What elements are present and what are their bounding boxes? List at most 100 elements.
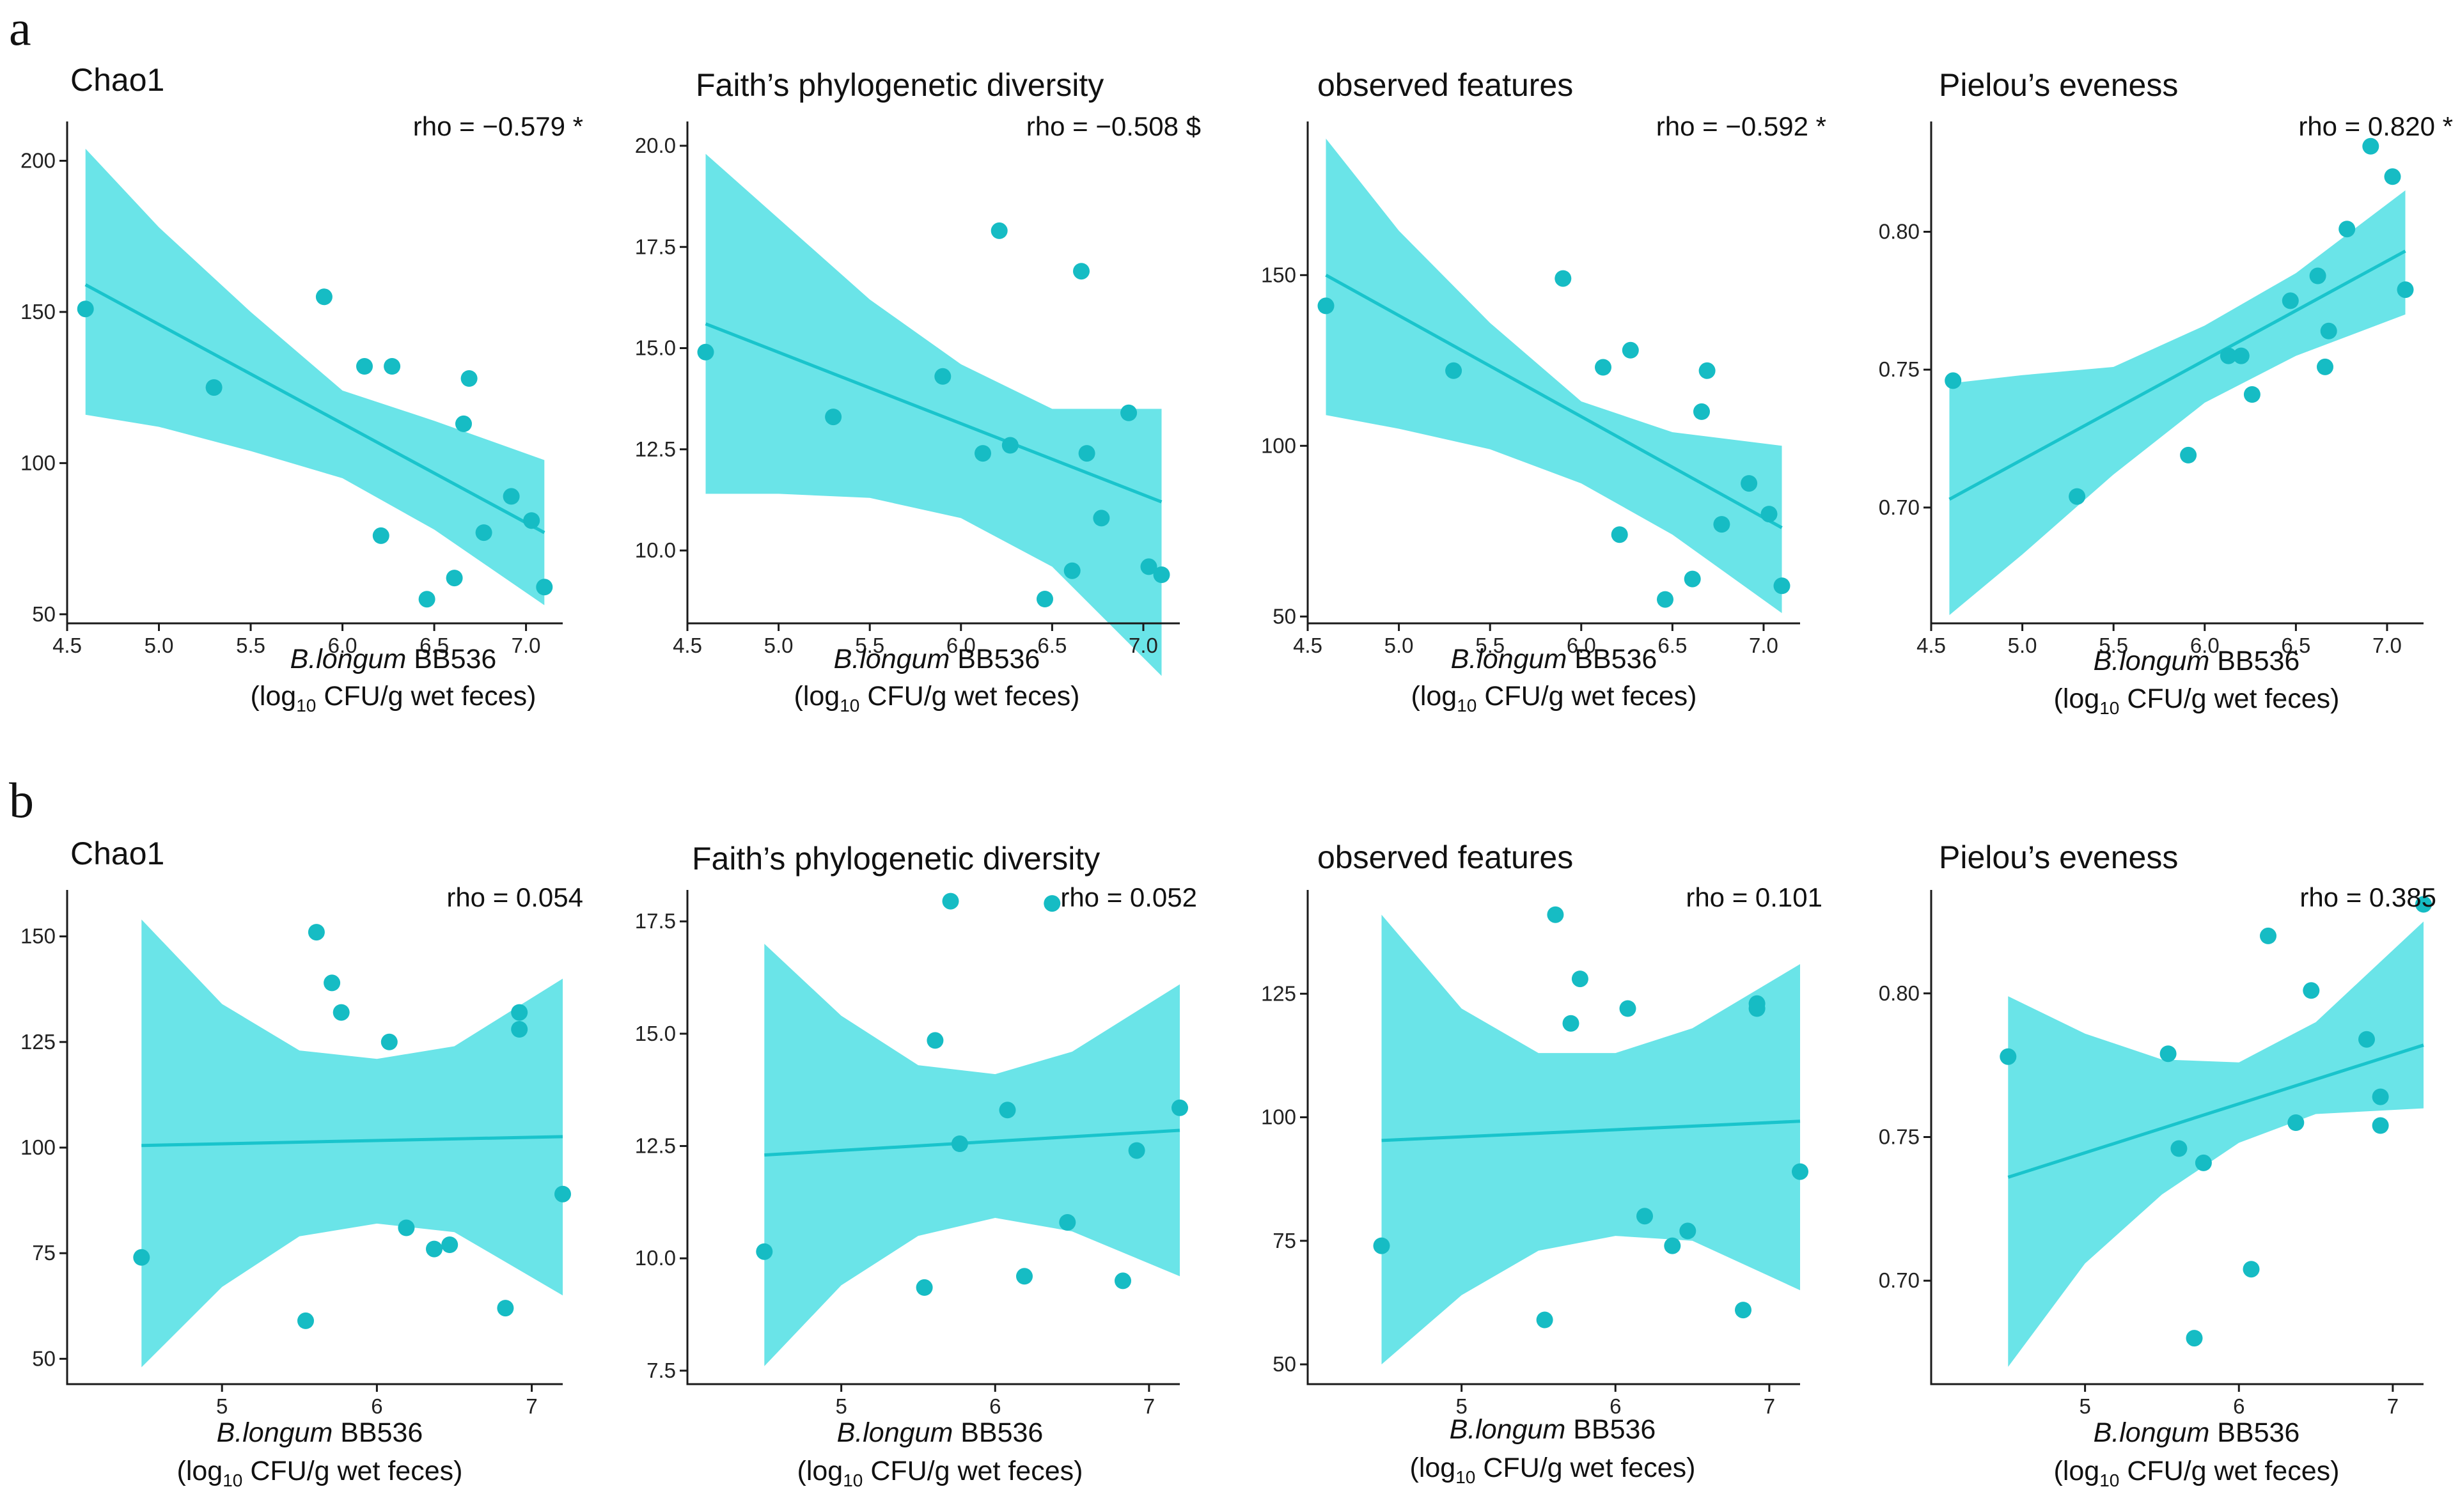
unit-subscript: 10 bbox=[843, 1470, 863, 1490]
chart-b-chao1: 5 6 7 50 75 100 125 150 B.longum BB536 (log10 CFU… bbox=[20, 836, 583, 1490]
data-point bbox=[1760, 506, 1778, 523]
x-tick-label: 5.0 bbox=[2008, 634, 2037, 657]
data-point bbox=[1063, 562, 1081, 579]
data-point bbox=[536, 579, 553, 596]
unit-subscript: 10 bbox=[840, 696, 859, 715]
rho-annotation: rho = −0.579 * bbox=[413, 111, 583, 141]
unit-suffix: CFU/g wet feces) bbox=[242, 1456, 462, 1486]
data-point bbox=[1153, 566, 1170, 583]
data-point bbox=[2303, 982, 2320, 999]
data-point bbox=[1619, 1000, 1636, 1017]
x-tick-label: 7 bbox=[1143, 1394, 1155, 1418]
data-point bbox=[2000, 1048, 2017, 1065]
data-point bbox=[927, 1032, 944, 1049]
data-point bbox=[999, 1102, 1016, 1119]
strain-name: BB536 bbox=[1567, 644, 1657, 674]
data-point bbox=[1536, 1311, 1553, 1329]
data-point bbox=[1115, 1272, 1131, 1290]
unit-prefix: (log bbox=[2054, 1456, 2100, 1486]
data-point bbox=[1317, 297, 1335, 315]
y-tick-label: 100 bbox=[20, 1135, 56, 1159]
x-tick-label: 6 bbox=[371, 1394, 382, 1418]
unit-subscript: 10 bbox=[2099, 1470, 2119, 1490]
confidence-band bbox=[1326, 138, 1782, 613]
data-point bbox=[2260, 927, 2276, 944]
y-tick-label: 75 bbox=[1273, 1229, 1296, 1252]
y-tick-label: 0.75 bbox=[1879, 357, 1920, 381]
x-axis-label-line2: (log10 CFU/g wet feces) bbox=[251, 681, 537, 715]
y-tick-label: 10.0 bbox=[635, 538, 676, 562]
x-tick-label: 5.5 bbox=[236, 634, 265, 657]
strain-name: BB536 bbox=[950, 644, 1040, 674]
data-point bbox=[1611, 526, 1628, 543]
data-point bbox=[2180, 446, 2197, 464]
y-tick-label: 100 bbox=[1261, 433, 1296, 457]
regression-line bbox=[1381, 1119, 1801, 1142]
unit-prefix: (log bbox=[797, 1456, 843, 1486]
data-point bbox=[455, 415, 472, 432]
chart-a-faith-pd: 4.5 5.0 5.5 6.0 6.5 7.0 10.0 12.5 15.0 17.5 20.0 B.… bbox=[635, 67, 1201, 715]
data-point bbox=[2317, 358, 2333, 375]
x-tick-label: 4.5 bbox=[52, 634, 82, 657]
data-point bbox=[1445, 362, 1462, 379]
data-point bbox=[315, 288, 333, 306]
data-point bbox=[2282, 292, 2299, 309]
data-point bbox=[1171, 1099, 1188, 1116]
data-point bbox=[333, 1004, 350, 1021]
data-point bbox=[523, 512, 540, 529]
data-point bbox=[2339, 221, 2356, 238]
confidence-band bbox=[85, 148, 545, 605]
data-point bbox=[1735, 1302, 1751, 1319]
data-point bbox=[1140, 558, 1157, 575]
data-point bbox=[825, 409, 842, 426]
data-point bbox=[934, 368, 952, 385]
x-axis-label-line1: B.longum BB536 bbox=[290, 644, 497, 674]
y-tick-label: 150 bbox=[20, 924, 56, 948]
x-tick-label: 6.0 bbox=[328, 634, 357, 657]
rho-annotation: rho = 0.054 bbox=[446, 882, 583, 912]
x-tick-label: 6 bbox=[1610, 1394, 1621, 1418]
data-point bbox=[205, 379, 223, 396]
data-point bbox=[1664, 1237, 1681, 1254]
data-point bbox=[1120, 404, 1138, 421]
x-tick-label: 6.5 bbox=[419, 634, 449, 657]
unit-prefix: (log bbox=[2054, 683, 2100, 714]
x-tick-label: 6.0 bbox=[1567, 634, 1596, 657]
confidence-band bbox=[1949, 190, 2406, 616]
x-axis-label-line2: (log10 CFU/g wet feces) bbox=[797, 1456, 1083, 1490]
data-point bbox=[1748, 1000, 1766, 1017]
strain-name: BB536 bbox=[2209, 1417, 2299, 1448]
data-point bbox=[2195, 1154, 2212, 1171]
y-tick-label: 50 bbox=[1273, 604, 1296, 628]
chart-a-observed-features: 4.5 5.0 5.5 6.0 6.5 7.0 50 100 150 B.longum BB536… bbox=[1261, 67, 1826, 715]
data-point bbox=[1128, 1142, 1145, 1159]
y-tick-label: 50 bbox=[32, 602, 56, 626]
unit-prefix: (log bbox=[251, 681, 297, 712]
x-axis-label-line1: B.longum BB536 bbox=[1450, 1414, 1656, 1445]
y-tick-label: 100 bbox=[1261, 1105, 1296, 1129]
x-tick-label: 7.0 bbox=[2372, 634, 2402, 657]
regression-line bbox=[1948, 249, 2406, 501]
x-tick-label: 5 bbox=[1455, 1394, 1467, 1418]
data-point bbox=[1684, 570, 1701, 588]
species-name: B.longum bbox=[2094, 1417, 2210, 1448]
x-tick-label: 5 bbox=[2079, 1394, 2090, 1418]
data-point bbox=[356, 358, 373, 375]
y-tick-label: 17.5 bbox=[635, 909, 676, 933]
rho-annotation: rho = 0.385 bbox=[2299, 882, 2436, 912]
x-axis-label-line1: B.longum BB536 bbox=[837, 1417, 1044, 1448]
unit-suffix: CFU/g wet feces) bbox=[316, 681, 536, 712]
x-tick-label: 5 bbox=[216, 1394, 228, 1418]
strain-name: BB536 bbox=[333, 1417, 423, 1448]
x-tick-label: 6.0 bbox=[946, 634, 976, 657]
data-point bbox=[511, 1021, 528, 1038]
data-point bbox=[308, 924, 325, 941]
unit-subscript: 10 bbox=[296, 696, 316, 715]
unit-subscript: 10 bbox=[223, 1470, 242, 1490]
x-axis-label-line1: B.longum BB536 bbox=[2094, 1417, 2300, 1448]
y-tick-label: 12.5 bbox=[635, 1134, 676, 1158]
regression-line bbox=[1325, 274, 1783, 529]
x-tick-label: 5 bbox=[835, 1394, 847, 1418]
data-point bbox=[2309, 267, 2326, 284]
species-name: B.longum bbox=[2094, 646, 2210, 676]
